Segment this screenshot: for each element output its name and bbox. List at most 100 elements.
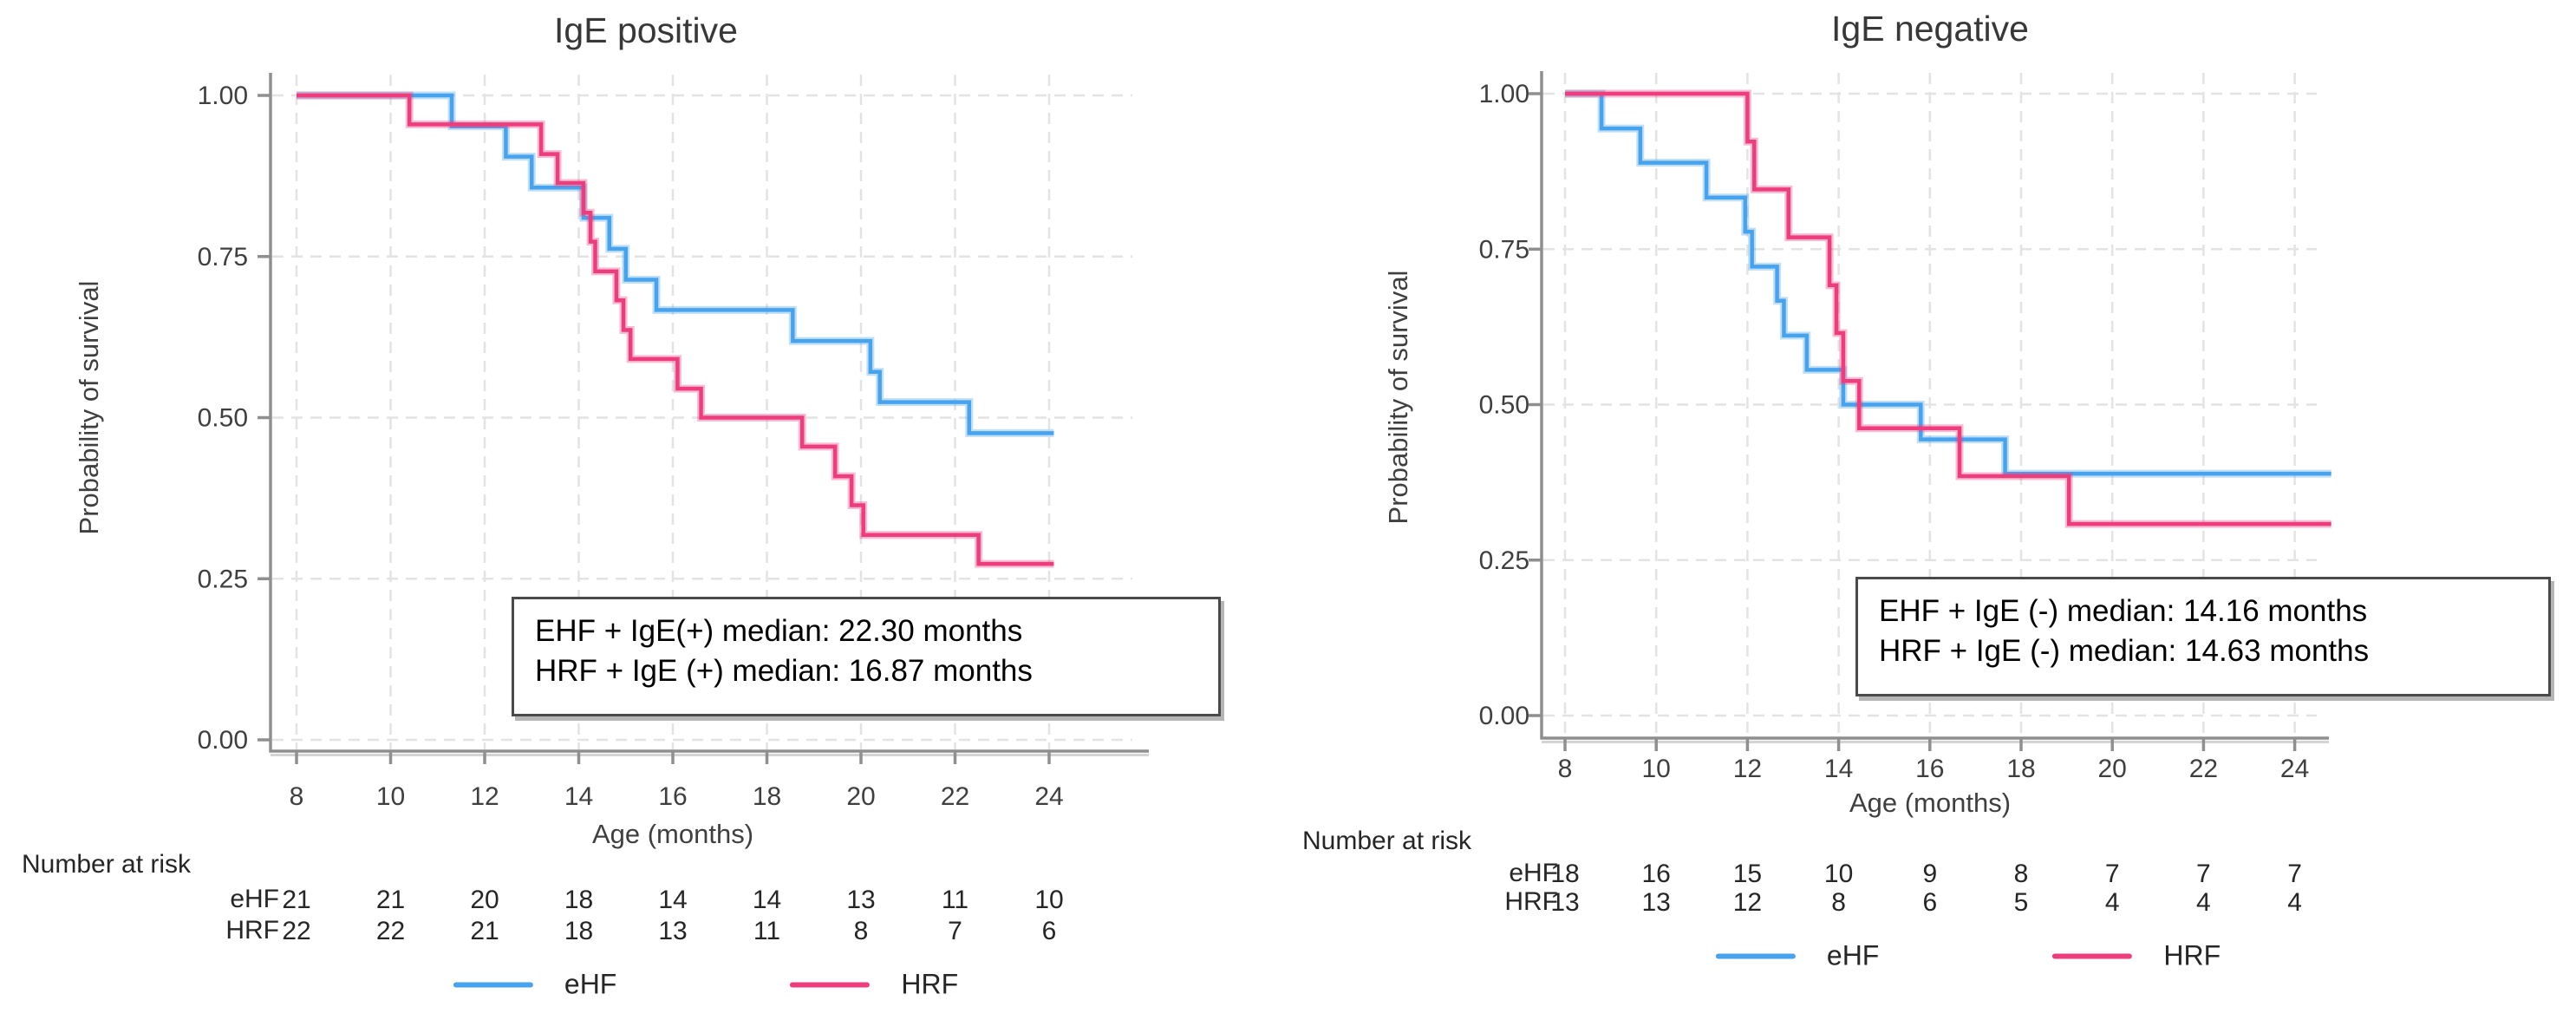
median-annotation-box: EHF + IgE(+) median: 22.30 months HRF + … <box>512 597 1221 716</box>
x-tick-label: 22 <box>941 782 969 811</box>
legend-label-ehf: eHF <box>564 968 617 1000</box>
risk-row-label-hrf: HRF <box>1504 887 1558 916</box>
risk-count: 11 <box>753 917 780 945</box>
x-tick-label: 22 <box>2189 755 2218 783</box>
x-axis-title: Age (months) <box>1849 788 2012 818</box>
annotation-line-hrf: HRF + IgE (-) median: 14.63 months <box>1879 633 2370 668</box>
km-curve-HRF <box>297 91 1054 568</box>
risk-count: 11 <box>942 886 968 914</box>
risk-count: 7 <box>2196 860 2211 888</box>
axes <box>258 73 1149 764</box>
risk-count: 16 <box>1642 860 1671 888</box>
risk-count: 21 <box>470 917 499 945</box>
risk-count: 14 <box>753 886 781 914</box>
x-tick-label: 24 <box>1034 782 1063 811</box>
risk-count: 14 <box>658 886 687 914</box>
chart-title: IgE negative <box>1831 9 2029 49</box>
risk-count: 18 <box>1550 860 1579 888</box>
risk-count: 13 <box>1642 888 1671 917</box>
km-curve-eHF <box>1565 89 2331 478</box>
x-tick-label: 20 <box>846 782 875 811</box>
legend: eHF HRF <box>453 969 958 1001</box>
x-axis-title: Age (months) <box>591 819 754 849</box>
risk-count: 13 <box>658 917 687 945</box>
annotation-line-ehf: EHF + IgE(+) median: 22.30 months <box>535 614 1023 648</box>
y-tick-label: 1.00 <box>198 82 248 110</box>
y-tick-label: 0.25 <box>1479 546 1529 575</box>
risk-count: 6 <box>1042 917 1057 945</box>
risk-count: 7 <box>948 917 962 945</box>
axes <box>1529 71 2329 751</box>
y-tick-label: 0.50 <box>1479 391 1529 420</box>
hrf-line-swatch <box>2052 953 2133 958</box>
km-curve-HRF <box>1565 89 2331 528</box>
risk-table-header: Number at risk <box>1302 827 1472 855</box>
risk-row-label-hrf: HRF <box>225 916 279 945</box>
risk-count: 13 <box>1550 888 1579 917</box>
risk-count: 8 <box>2014 860 2029 888</box>
x-tick-label: 10 <box>376 782 405 811</box>
x-tick-label: 14 <box>564 782 593 811</box>
risk-count: 7 <box>2105 860 2120 888</box>
x-tick-label: 10 <box>1642 755 1671 783</box>
x-tick-label: 12 <box>470 782 499 811</box>
hrf-line-swatch <box>790 982 871 987</box>
y-tick-label: 0.75 <box>198 243 248 271</box>
chart-title: IgE positive <box>554 10 738 50</box>
risk-count: 10 <box>1824 860 1853 888</box>
risk-count: 8 <box>854 917 869 945</box>
tick-labels: 1.00 0.75 0.50 0.25 0.00 8 10 12 14 16 18 20 22 24 <box>1479 80 2310 783</box>
y-tick-label: 0.75 <box>1479 235 1529 264</box>
risk-count: 6 <box>1922 888 1937 917</box>
y-axis-title: Probability of survival <box>1383 270 1413 525</box>
ehf-line-swatch <box>1715 953 1796 958</box>
x-tick-label: 14 <box>1824 755 1853 783</box>
x-tick-label: 16 <box>658 782 687 811</box>
legend-label-hrf: HRF <box>901 968 959 1000</box>
risk-count: 5 <box>2014 888 2029 917</box>
y-tick-label: 0.25 <box>198 565 248 593</box>
ehf-line-swatch <box>453 982 533 987</box>
risk-table-values: 21 21 20 18 14 14 13 11 10 22 22 21 18 13 11 8 7 6 <box>282 886 1063 945</box>
risk-count: 22 <box>282 917 310 945</box>
legend-item-ehf: eHF <box>1715 939 1880 972</box>
legend-item-hrf: HRF <box>2052 940 2221 972</box>
risk-count: 10 <box>1034 886 1063 914</box>
risk-count: 18 <box>564 886 593 914</box>
km-curve-eHF <box>297 91 1054 437</box>
median-annotation-box: EHF + IgE (-) median: 14.16 months HRF +… <box>1855 577 2551 696</box>
panel-ige-negative: 1.00 0.75 0.50 0.25 0.00 8 10 12 14 16 18 20 22 24 18 1… <box>1288 0 2576 1033</box>
risk-table-values: 18 16 15 10 9 8 7 7 7 13 13 12 8 6 5 4 4 4 <box>1550 860 2302 917</box>
x-tick-label: 12 <box>1733 755 1762 783</box>
panel-ige-positive: 1.00 0.75 0.50 0.25 0.00 8 10 12 14 16 18 20 22 24 21 2… <box>22 10 1221 1001</box>
legend-item-ehf: eHF <box>453 969 616 1001</box>
legend-item-hrf: HRF <box>790 969 958 1001</box>
risk-count: 15 <box>1733 860 1762 888</box>
risk-count: 4 <box>2196 888 2211 917</box>
legend: eHF HRF <box>1715 939 2221 972</box>
risk-count: 13 <box>846 886 875 914</box>
gridlines <box>1543 73 2317 736</box>
y-tick-label: 1.00 <box>1479 80 1529 108</box>
risk-count: 21 <box>282 886 310 914</box>
legend-label-ehf: eHF <box>1826 939 1880 971</box>
y-tick-label: 0.50 <box>198 404 248 433</box>
y-axis-title: Probability of survival <box>74 280 104 535</box>
risk-count: 4 <box>2287 888 2302 917</box>
x-tick-label: 20 <box>2098 755 2127 783</box>
risk-count: 4 <box>2105 888 2120 917</box>
risk-table-header: Number at risk <box>22 850 192 879</box>
risk-row-label-ehf: eHF <box>1509 859 1558 887</box>
x-tick-label: 18 <box>2006 755 2035 783</box>
risk-count: 12 <box>1733 888 1762 917</box>
tick-labels: 1.00 0.75 0.50 0.25 0.00 8 10 12 14 16 18 20 22 24 <box>198 82 1064 811</box>
risk-row-label-ehf: eHF <box>230 885 279 913</box>
legend-label-hrf: HRF <box>2163 939 2221 971</box>
x-tick-label: 24 <box>2280 755 2309 783</box>
risk-count: 21 <box>376 886 405 914</box>
y-tick-label: 0.00 <box>1479 702 1529 730</box>
risk-count: 18 <box>564 917 593 945</box>
